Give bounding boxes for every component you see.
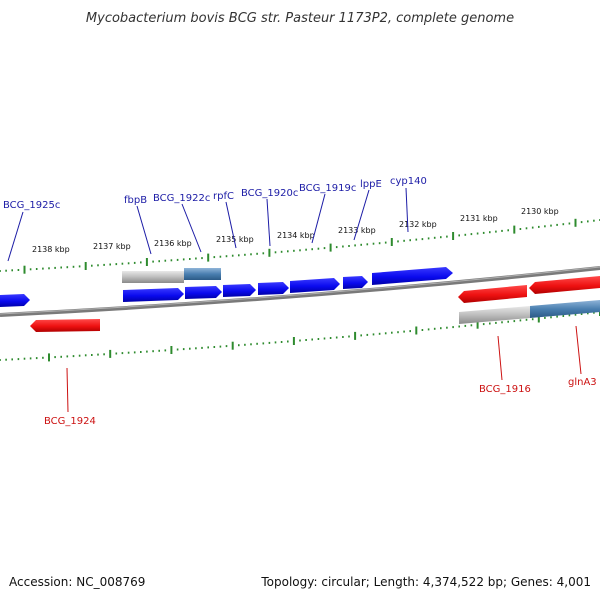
tick-label-2131: 2131 kbp bbox=[460, 214, 498, 223]
gene-arrow-forward[interactable] bbox=[185, 286, 222, 299]
gene-arrow-forward[interactable] bbox=[123, 288, 184, 302]
tick-label-2137: 2137 kbp bbox=[93, 242, 131, 251]
gene-label-fbpB[interactable]: fbpB bbox=[124, 195, 147, 206]
gene-arrow-forward[interactable] bbox=[290, 278, 340, 293]
reverse-genes bbox=[30, 276, 600, 332]
genome-backbone bbox=[0, 266, 600, 317]
upper-tick-ruler bbox=[0, 218, 600, 274]
gene-arrow-forward[interactable] bbox=[343, 276, 368, 289]
genome-summary-text: Topology: circular; Length: 4,374,522 bp… bbox=[260, 575, 591, 589]
forward-genes bbox=[0, 267, 453, 307]
gene-label-BCG_1916[interactable]: BCG_1916 bbox=[479, 384, 531, 395]
forward-label-leaders bbox=[7, 187, 409, 262]
gene-label-BCG_1925c[interactable]: BCG_1925c bbox=[3, 200, 60, 211]
gene-label-BCG_1920c[interactable]: BCG_1920c bbox=[241, 188, 298, 199]
gene-label-glnA3[interactable]: glnA3 bbox=[568, 377, 597, 388]
gene-arrow-forward[interactable] bbox=[0, 294, 30, 307]
gene-label-BCG_1919c[interactable]: BCG_1919c bbox=[299, 183, 356, 194]
gene-label-cyp140[interactable]: cyp140 bbox=[390, 176, 427, 187]
accession-text: Accession: NC_008769 bbox=[9, 575, 145, 589]
gene-label-rpfC[interactable]: rpfC bbox=[213, 191, 234, 202]
tick-label-2136: 2136 kbp bbox=[154, 239, 192, 248]
tick-label-2134: 2134 kbp bbox=[277, 231, 315, 240]
map-title: Mycobacterium bovis BCG str. Pasteur 117… bbox=[86, 11, 514, 26]
reverse-label-leaders bbox=[66, 325, 582, 413]
kbp-tick-labels: 2138 kbp 2137 kbp 2136 kbp 2135 kbp 2134… bbox=[32, 207, 559, 254]
gene-arrow-forward[interactable] bbox=[223, 284, 256, 297]
gene-arrow-reverse[interactable] bbox=[529, 276, 600, 294]
cds-region-lower bbox=[459, 300, 600, 324]
gene-label-BCG_1924[interactable]: BCG_1924 bbox=[44, 416, 96, 427]
reverse-gene-labels: BCG_1924 BCG_1916 glnA3 bbox=[44, 377, 597, 427]
gene-arrow-forward[interactable] bbox=[258, 282, 289, 295]
forward-gene-labels: BCG_1925c fbpB BCG_1922c rpfC BCG_1920c … bbox=[3, 176, 427, 211]
gene-arrow-reverse[interactable] bbox=[458, 285, 527, 303]
lower-tick-ruler bbox=[0, 308, 600, 362]
tick-label-2132: 2132 kbp bbox=[399, 220, 437, 229]
gene-label-lppE[interactable]: lppE bbox=[360, 179, 382, 190]
gene-arrow-reverse[interactable] bbox=[30, 319, 100, 332]
gene-label-BCG_1922c[interactable]: BCG_1922c bbox=[153, 193, 210, 204]
tick-label-2130: 2130 kbp bbox=[521, 207, 559, 216]
tick-label-2135: 2135 kbp bbox=[216, 235, 254, 244]
gene-arrow-forward[interactable] bbox=[372, 267, 453, 285]
cds-region-upper bbox=[122, 268, 221, 283]
tick-label-2138: 2138 kbp bbox=[32, 245, 70, 254]
